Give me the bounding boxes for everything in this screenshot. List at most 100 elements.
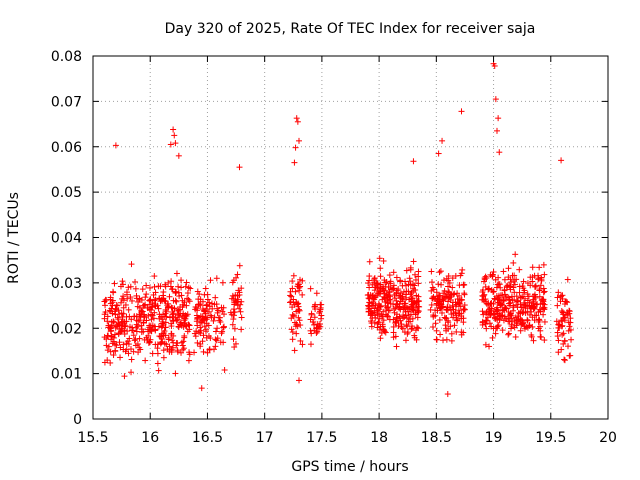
data-point bbox=[186, 326, 193, 333]
data-point bbox=[154, 350, 161, 357]
data-point bbox=[482, 273, 489, 280]
data-point bbox=[530, 300, 537, 307]
data-point bbox=[146, 339, 153, 346]
data-point bbox=[433, 336, 440, 343]
data-point bbox=[496, 296, 503, 303]
data-point bbox=[411, 282, 418, 289]
data-point bbox=[483, 317, 490, 324]
data-point bbox=[151, 283, 158, 290]
data-point bbox=[407, 264, 414, 271]
data-point bbox=[393, 290, 400, 297]
data-point bbox=[307, 341, 314, 348]
data-point bbox=[121, 318, 128, 325]
data-point bbox=[453, 328, 460, 335]
data-point bbox=[559, 309, 566, 316]
data-point bbox=[108, 327, 115, 334]
data-point bbox=[381, 328, 388, 335]
data-point bbox=[107, 308, 114, 315]
data-point bbox=[368, 323, 375, 330]
data-point bbox=[175, 152, 182, 159]
data-point bbox=[511, 281, 518, 288]
data-point bbox=[494, 315, 501, 322]
data-point bbox=[168, 330, 175, 337]
data-point bbox=[146, 297, 153, 304]
data-point bbox=[411, 271, 418, 278]
data-point bbox=[112, 341, 119, 348]
data-point bbox=[197, 327, 204, 334]
data-point bbox=[445, 288, 452, 295]
data-point bbox=[156, 315, 163, 322]
data-point bbox=[128, 369, 135, 376]
data-point bbox=[162, 283, 169, 290]
data-point bbox=[507, 315, 514, 322]
data-point bbox=[559, 331, 566, 338]
data-point bbox=[398, 324, 405, 331]
data-point bbox=[517, 327, 524, 334]
data-point bbox=[499, 327, 506, 334]
data-point bbox=[561, 314, 568, 321]
data-point bbox=[538, 334, 545, 341]
data-point bbox=[444, 317, 451, 324]
data-point bbox=[403, 267, 410, 274]
data-point bbox=[411, 332, 418, 339]
data-point bbox=[485, 285, 492, 292]
data-point bbox=[413, 324, 420, 331]
data-point bbox=[371, 293, 378, 300]
data-point bbox=[136, 344, 143, 351]
y-tick-label: 0 bbox=[73, 412, 82, 428]
data-point bbox=[115, 320, 122, 327]
data-point bbox=[510, 259, 517, 266]
data-point bbox=[384, 313, 391, 320]
data-point bbox=[376, 255, 383, 262]
data-point bbox=[540, 305, 547, 312]
data-point bbox=[289, 311, 296, 318]
data-point bbox=[214, 325, 221, 332]
data-point bbox=[234, 271, 241, 278]
data-point bbox=[213, 301, 220, 308]
data-point bbox=[451, 322, 458, 329]
data-point bbox=[529, 274, 536, 281]
x-tick-label: 16 bbox=[141, 430, 159, 446]
data-point bbox=[181, 334, 188, 341]
data-point bbox=[109, 333, 116, 340]
data-point bbox=[131, 337, 138, 344]
data-point bbox=[200, 348, 207, 355]
data-point bbox=[122, 301, 129, 308]
data-point bbox=[296, 276, 303, 283]
data-point bbox=[229, 279, 236, 286]
data-point bbox=[528, 333, 535, 340]
data-point bbox=[172, 370, 179, 377]
data-point bbox=[103, 336, 110, 343]
data-point bbox=[109, 302, 116, 309]
data-point bbox=[446, 304, 453, 311]
data-point bbox=[494, 310, 501, 317]
data-point bbox=[461, 302, 468, 309]
data-point bbox=[366, 277, 373, 284]
data-point bbox=[162, 324, 169, 331]
data-point bbox=[369, 292, 376, 299]
data-point bbox=[403, 282, 410, 289]
data-point bbox=[125, 350, 132, 357]
data-point bbox=[383, 307, 390, 314]
data-point bbox=[433, 289, 440, 296]
data-point bbox=[146, 328, 153, 335]
data-point bbox=[311, 303, 318, 310]
y-tick-label: 0.08 bbox=[51, 49, 82, 65]
y-axis-label: ROTI / TECUs bbox=[6, 192, 22, 284]
data-point bbox=[536, 286, 543, 293]
data-point bbox=[482, 296, 489, 303]
data-point bbox=[112, 347, 119, 354]
data-point bbox=[501, 276, 508, 283]
data-point bbox=[508, 279, 515, 286]
data-point bbox=[558, 307, 565, 314]
x-axis-label: GPS time / hours bbox=[291, 459, 408, 475]
data-point bbox=[113, 342, 120, 349]
data-point bbox=[289, 336, 296, 343]
data-point bbox=[120, 293, 127, 300]
data-point bbox=[194, 307, 201, 314]
data-point bbox=[313, 330, 320, 337]
data-point bbox=[510, 307, 517, 314]
data-point bbox=[105, 322, 112, 329]
data-point bbox=[500, 268, 507, 275]
data-point bbox=[106, 307, 113, 314]
